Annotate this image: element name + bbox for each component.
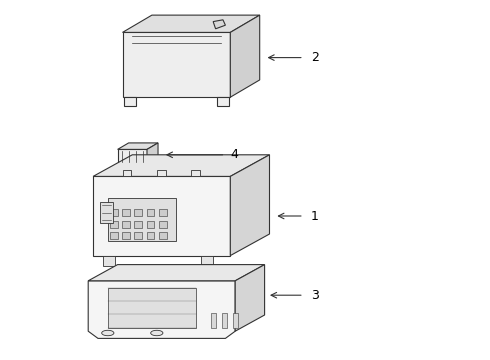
Polygon shape <box>118 149 147 164</box>
Bar <box>147 209 154 216</box>
Polygon shape <box>88 265 265 281</box>
Bar <box>122 221 130 228</box>
Polygon shape <box>93 155 270 176</box>
Bar <box>122 232 130 239</box>
Bar <box>110 209 118 216</box>
Bar <box>211 313 216 328</box>
Polygon shape <box>108 288 196 328</box>
Bar <box>110 221 118 228</box>
Polygon shape <box>103 256 115 266</box>
Polygon shape <box>122 15 260 32</box>
Polygon shape <box>122 32 230 97</box>
Bar <box>134 209 142 216</box>
Text: 2: 2 <box>311 51 319 64</box>
Polygon shape <box>124 97 136 106</box>
Bar <box>122 209 130 216</box>
Polygon shape <box>201 256 213 266</box>
Ellipse shape <box>102 330 114 336</box>
Ellipse shape <box>151 330 163 336</box>
Bar <box>110 232 118 239</box>
Bar <box>100 202 113 223</box>
Text: 3: 3 <box>311 289 319 302</box>
Bar <box>147 221 154 228</box>
Bar <box>157 170 166 176</box>
Bar <box>233 313 238 328</box>
Bar <box>221 313 226 328</box>
Polygon shape <box>118 143 158 149</box>
Polygon shape <box>213 20 225 29</box>
Polygon shape <box>217 97 229 106</box>
Bar <box>134 232 142 239</box>
Bar <box>108 198 176 241</box>
Polygon shape <box>93 176 230 256</box>
Bar <box>134 221 142 228</box>
Bar <box>122 170 131 176</box>
Bar <box>159 209 167 216</box>
Polygon shape <box>235 265 265 331</box>
Polygon shape <box>88 281 235 338</box>
Polygon shape <box>230 15 260 97</box>
Bar <box>159 232 167 239</box>
Bar <box>191 170 200 176</box>
Polygon shape <box>230 155 270 256</box>
Text: 1: 1 <box>311 210 319 222</box>
Bar <box>147 232 154 239</box>
Polygon shape <box>147 143 158 164</box>
Bar <box>159 221 167 228</box>
Text: 4: 4 <box>230 148 238 161</box>
